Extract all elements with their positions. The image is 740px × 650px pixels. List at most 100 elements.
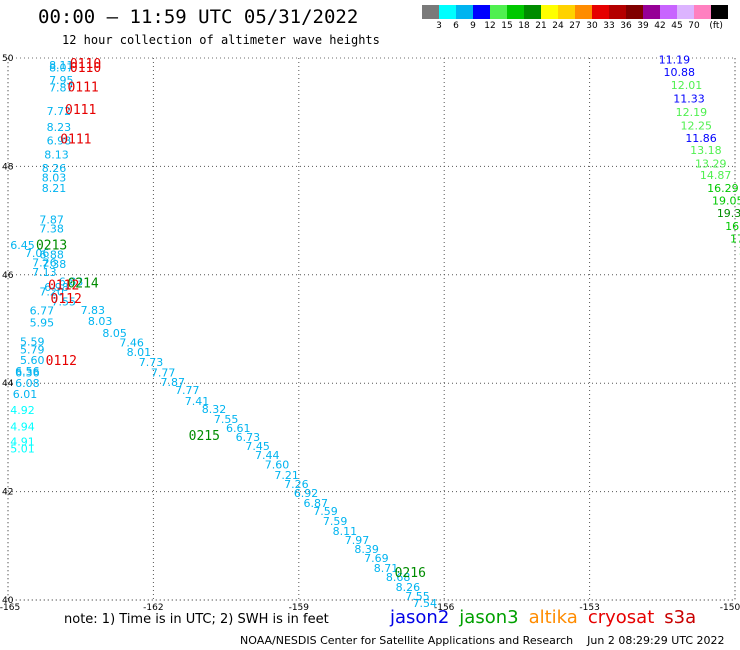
wave-height-value: 17.8 [730,232,740,245]
time-label: 0215 [189,429,220,444]
wave-height-value: 8.03 [88,315,113,328]
wave-height-value: 12.01 [671,79,703,92]
wave-height-value: 13.29 [695,157,727,170]
axis-labels: -165 -162 -159 -156 -153 -150 50 48 46 44 42 40 [0,54,740,613]
lon-label: -162 [143,603,163,613]
wave-height-value: 12.19 [676,106,708,119]
wave-height-value: 7.83 [81,304,106,317]
wave-height-value: 6.61 [226,422,251,435]
time-label: 0216 [395,566,426,581]
wave-height-value: 7.55 [405,590,430,603]
color-scale-label: 3 [436,21,442,31]
wave-height-value: 7.73 [139,356,164,369]
wave-height-value: 7.97 [345,534,370,547]
wave-height-value: 7.26 [284,478,309,491]
wave-height-value: 4.92 [10,404,35,417]
color-scale-label: 39 [637,21,649,31]
wave-height-value: 7.06 [25,247,50,260]
wave-height-value: 7.87 [49,82,74,95]
color-scale-cell [643,5,660,19]
time-label: 0111 [67,81,98,96]
color-scale-cell [541,5,558,19]
color-scale-cell [694,5,711,19]
color-scale-cell [711,5,728,19]
wave-height-value: 6.01 [13,388,38,401]
color-scale-label: 21 [535,21,547,31]
map-frame [7,57,736,601]
color-scale-label: 36 [620,21,632,31]
page-title: 00:00 – 11:59 UTC 05/31/2022 [38,6,359,28]
wave-height-value: 6.87 [304,497,329,510]
lon-label: -165 [0,603,20,613]
color-scale-cell [677,5,694,19]
wave-height-value: 8.03 [42,172,67,185]
color-scale [422,5,728,19]
wave-height-value: 7.41 [185,395,210,408]
wave-height-value: 6.98 [44,281,69,294]
wave-height-value: 4.91 [10,436,35,449]
time-label: 0213 [36,238,67,253]
wave-height-value: 6.83 [59,276,84,289]
wave-height-value: 7.44 [255,449,280,462]
wave-height-value: 19.36 [717,207,740,220]
satellite-legend: jason2 jason3 altika cryosat s3a [390,607,706,628]
wave-height-value: 7.26 [32,257,57,270]
wave-height-value: 8.07 [49,62,74,75]
color-scale-unit: (ft) [709,21,723,31]
lat-label: 46 [2,271,14,281]
wave-height-value: 7.45 [245,440,270,453]
color-scale-cell [456,5,473,19]
lat-label: 44 [2,379,14,389]
wave-height-value: 7.21 [274,469,299,482]
wave-height-value: 11.33 [673,92,705,105]
color-scale-label: 33 [603,21,615,31]
wave-height-value: 7.38 [42,258,67,271]
color-scale-label: 27 [569,21,581,31]
wave-height-value: 7.20 [39,285,64,298]
color-scale-cell [422,5,439,19]
time-label: 0111 [60,133,91,148]
wave-height-value: 11.86 [685,132,717,145]
lat-label: 48 [2,162,14,172]
wave-height-value: 16.8 [725,220,740,233]
wave-height-value: 4.94 [10,420,35,433]
wave-height-value: 7.69 [364,552,389,565]
color-scale-label: 12 [484,21,496,31]
color-scale-label: 45 [671,21,683,31]
wave-height-value: 7.55 [51,296,76,309]
time-label: 0110 [70,57,101,72]
footer-timestamp: Jun 2 08:29:29 UTC 2022 [587,634,725,647]
color-scale-label: 6 [453,21,459,31]
wave-height-value: 8.23 [47,121,72,134]
time-label: 0111 [65,103,96,118]
wave-height-value: 7.54 [413,597,438,610]
legend-altika: altika [528,607,578,628]
color-scale-cell [575,5,592,19]
color-scale-label: 18 [518,21,530,31]
wave-height-value: 11.19 [659,53,691,66]
lat-lon-grid [7,57,736,601]
wave-height-value: 7.87 [161,376,186,389]
wave-height-value: 8.21 [42,182,67,195]
wave-height-value: 6.98 [47,135,72,148]
wave-height-value: 8.26 [396,581,421,594]
wave-height-value: 7.77 [175,384,200,397]
lon-label: -159 [289,603,310,613]
wave-height-value: 7.95 [49,74,74,87]
lat-label: 50 [2,54,14,64]
wave-height-value: 8.01 [127,346,152,359]
color-scale-cell [473,5,490,19]
wave-height-value: 6.56 [15,365,40,378]
wave-height-value: 6.08 [15,377,40,390]
wave-height-value: 7.87 [39,213,64,226]
time-label: 0112 [46,354,77,369]
wave-height-value: 12.25 [680,120,712,133]
lon-label: -156 [434,603,455,613]
wave-height-value: 8.39 [354,543,379,556]
color-scale-labels: 3 6 9 12 15 18 21 24 27 30 33 36 39 42 45 70 (ft) [422,21,740,35]
wave-height-value: 6.45 [10,239,35,252]
wave-height-value: 8.26 [42,162,67,175]
time-label: 0112 [48,278,79,293]
wave-height-value: 7.59 [323,515,348,528]
